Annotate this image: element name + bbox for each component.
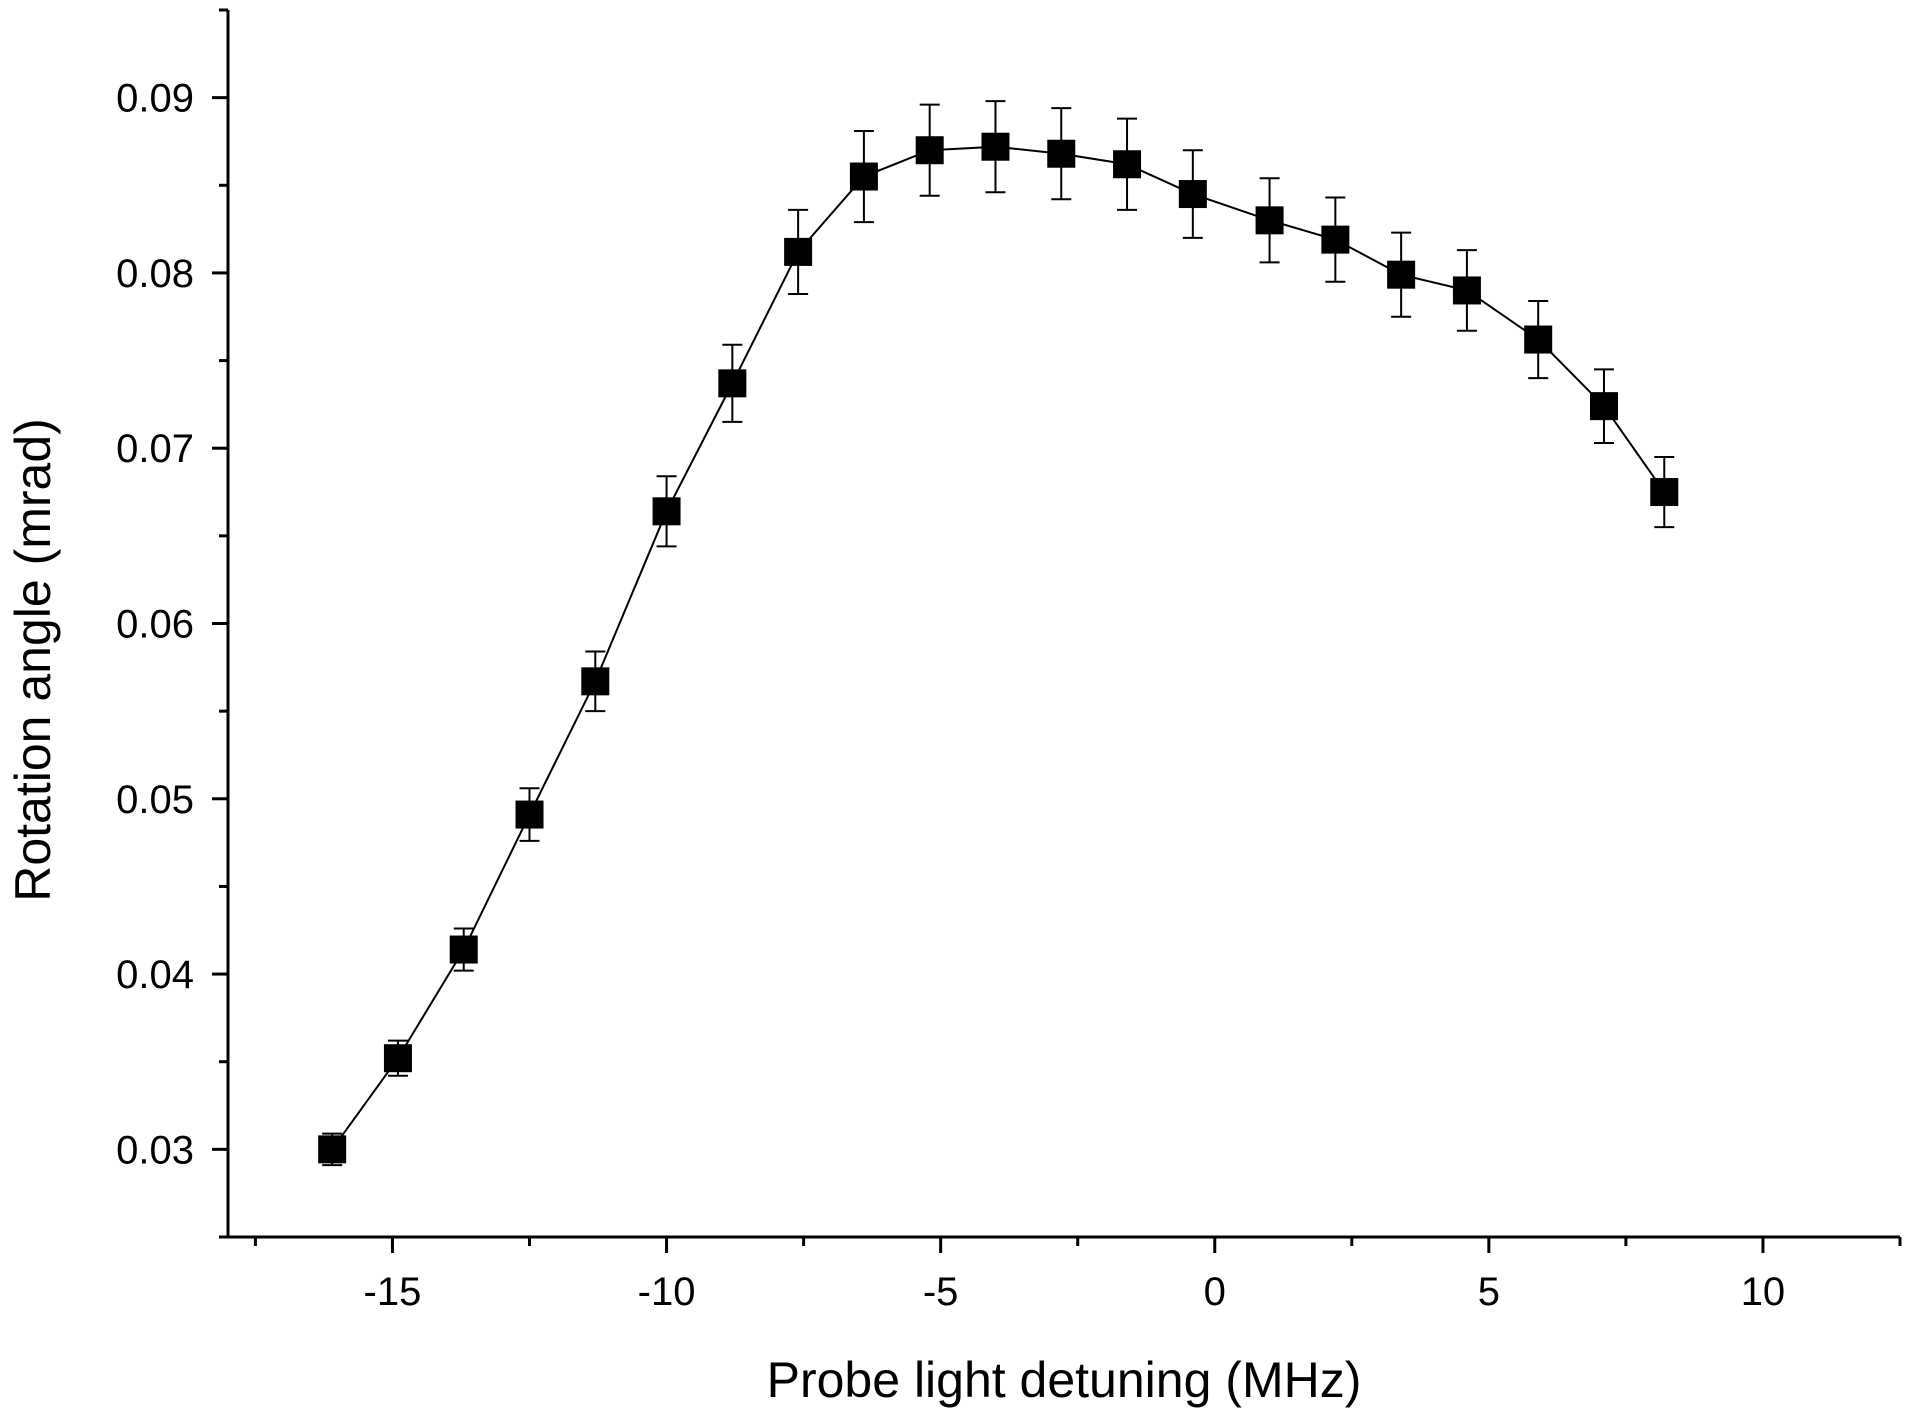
data-point [515, 800, 544, 829]
y-tick-label: 0.09 [116, 77, 194, 121]
x-tick-label: -10 [638, 1270, 696, 1314]
x-tick-label: 0 [1204, 1270, 1226, 1314]
data-point [1047, 139, 1076, 168]
x-tick-label: -5 [923, 1270, 959, 1314]
x-tick-label: -15 [364, 1270, 422, 1314]
x-tick-label: 10 [1741, 1270, 1786, 1314]
x-tick-label: 5 [1478, 1270, 1500, 1314]
error-bars [322, 100, 1675, 1167]
y-tick-label: 0.03 [116, 1128, 194, 1172]
x-ticks: -15 -10 -5 0 5 10 [253, 1237, 1902, 1314]
y-ticks: 0.03 0.04 0.05 0.06 0.07 0.08 0.09 [116, 8, 228, 1239]
data-point [449, 935, 478, 964]
data-point [981, 132, 1010, 161]
data-point [784, 237, 813, 266]
data-point [915, 136, 944, 165]
data-point [1650, 478, 1679, 507]
y-tick-label: 0.07 [116, 427, 194, 471]
data-point [1321, 225, 1350, 254]
data-point [1178, 180, 1207, 209]
data-point [718, 369, 747, 398]
data-point [1387, 260, 1416, 289]
data-point [1589, 392, 1618, 421]
y-tick-label: 0.06 [116, 603, 194, 647]
data-point [849, 162, 878, 191]
data-point [581, 667, 610, 696]
data-point [1452, 276, 1481, 305]
y-axis-title: Rotation angle (mrad) [5, 418, 61, 902]
markers [318, 132, 1679, 1164]
data-point [652, 497, 681, 526]
y-tick-label: 0.04 [116, 953, 194, 997]
data-point [318, 1135, 347, 1164]
data-point [1255, 206, 1284, 235]
y-tick-label: 0.08 [116, 252, 194, 296]
data-point [1113, 150, 1142, 179]
x-axis-title: Probe light detuning (MHz) [767, 1352, 1362, 1408]
y-tick-label: 0.05 [116, 778, 194, 822]
data-point [383, 1044, 412, 1073]
data-point [1524, 325, 1553, 354]
axes [226, 10, 1900, 1239]
